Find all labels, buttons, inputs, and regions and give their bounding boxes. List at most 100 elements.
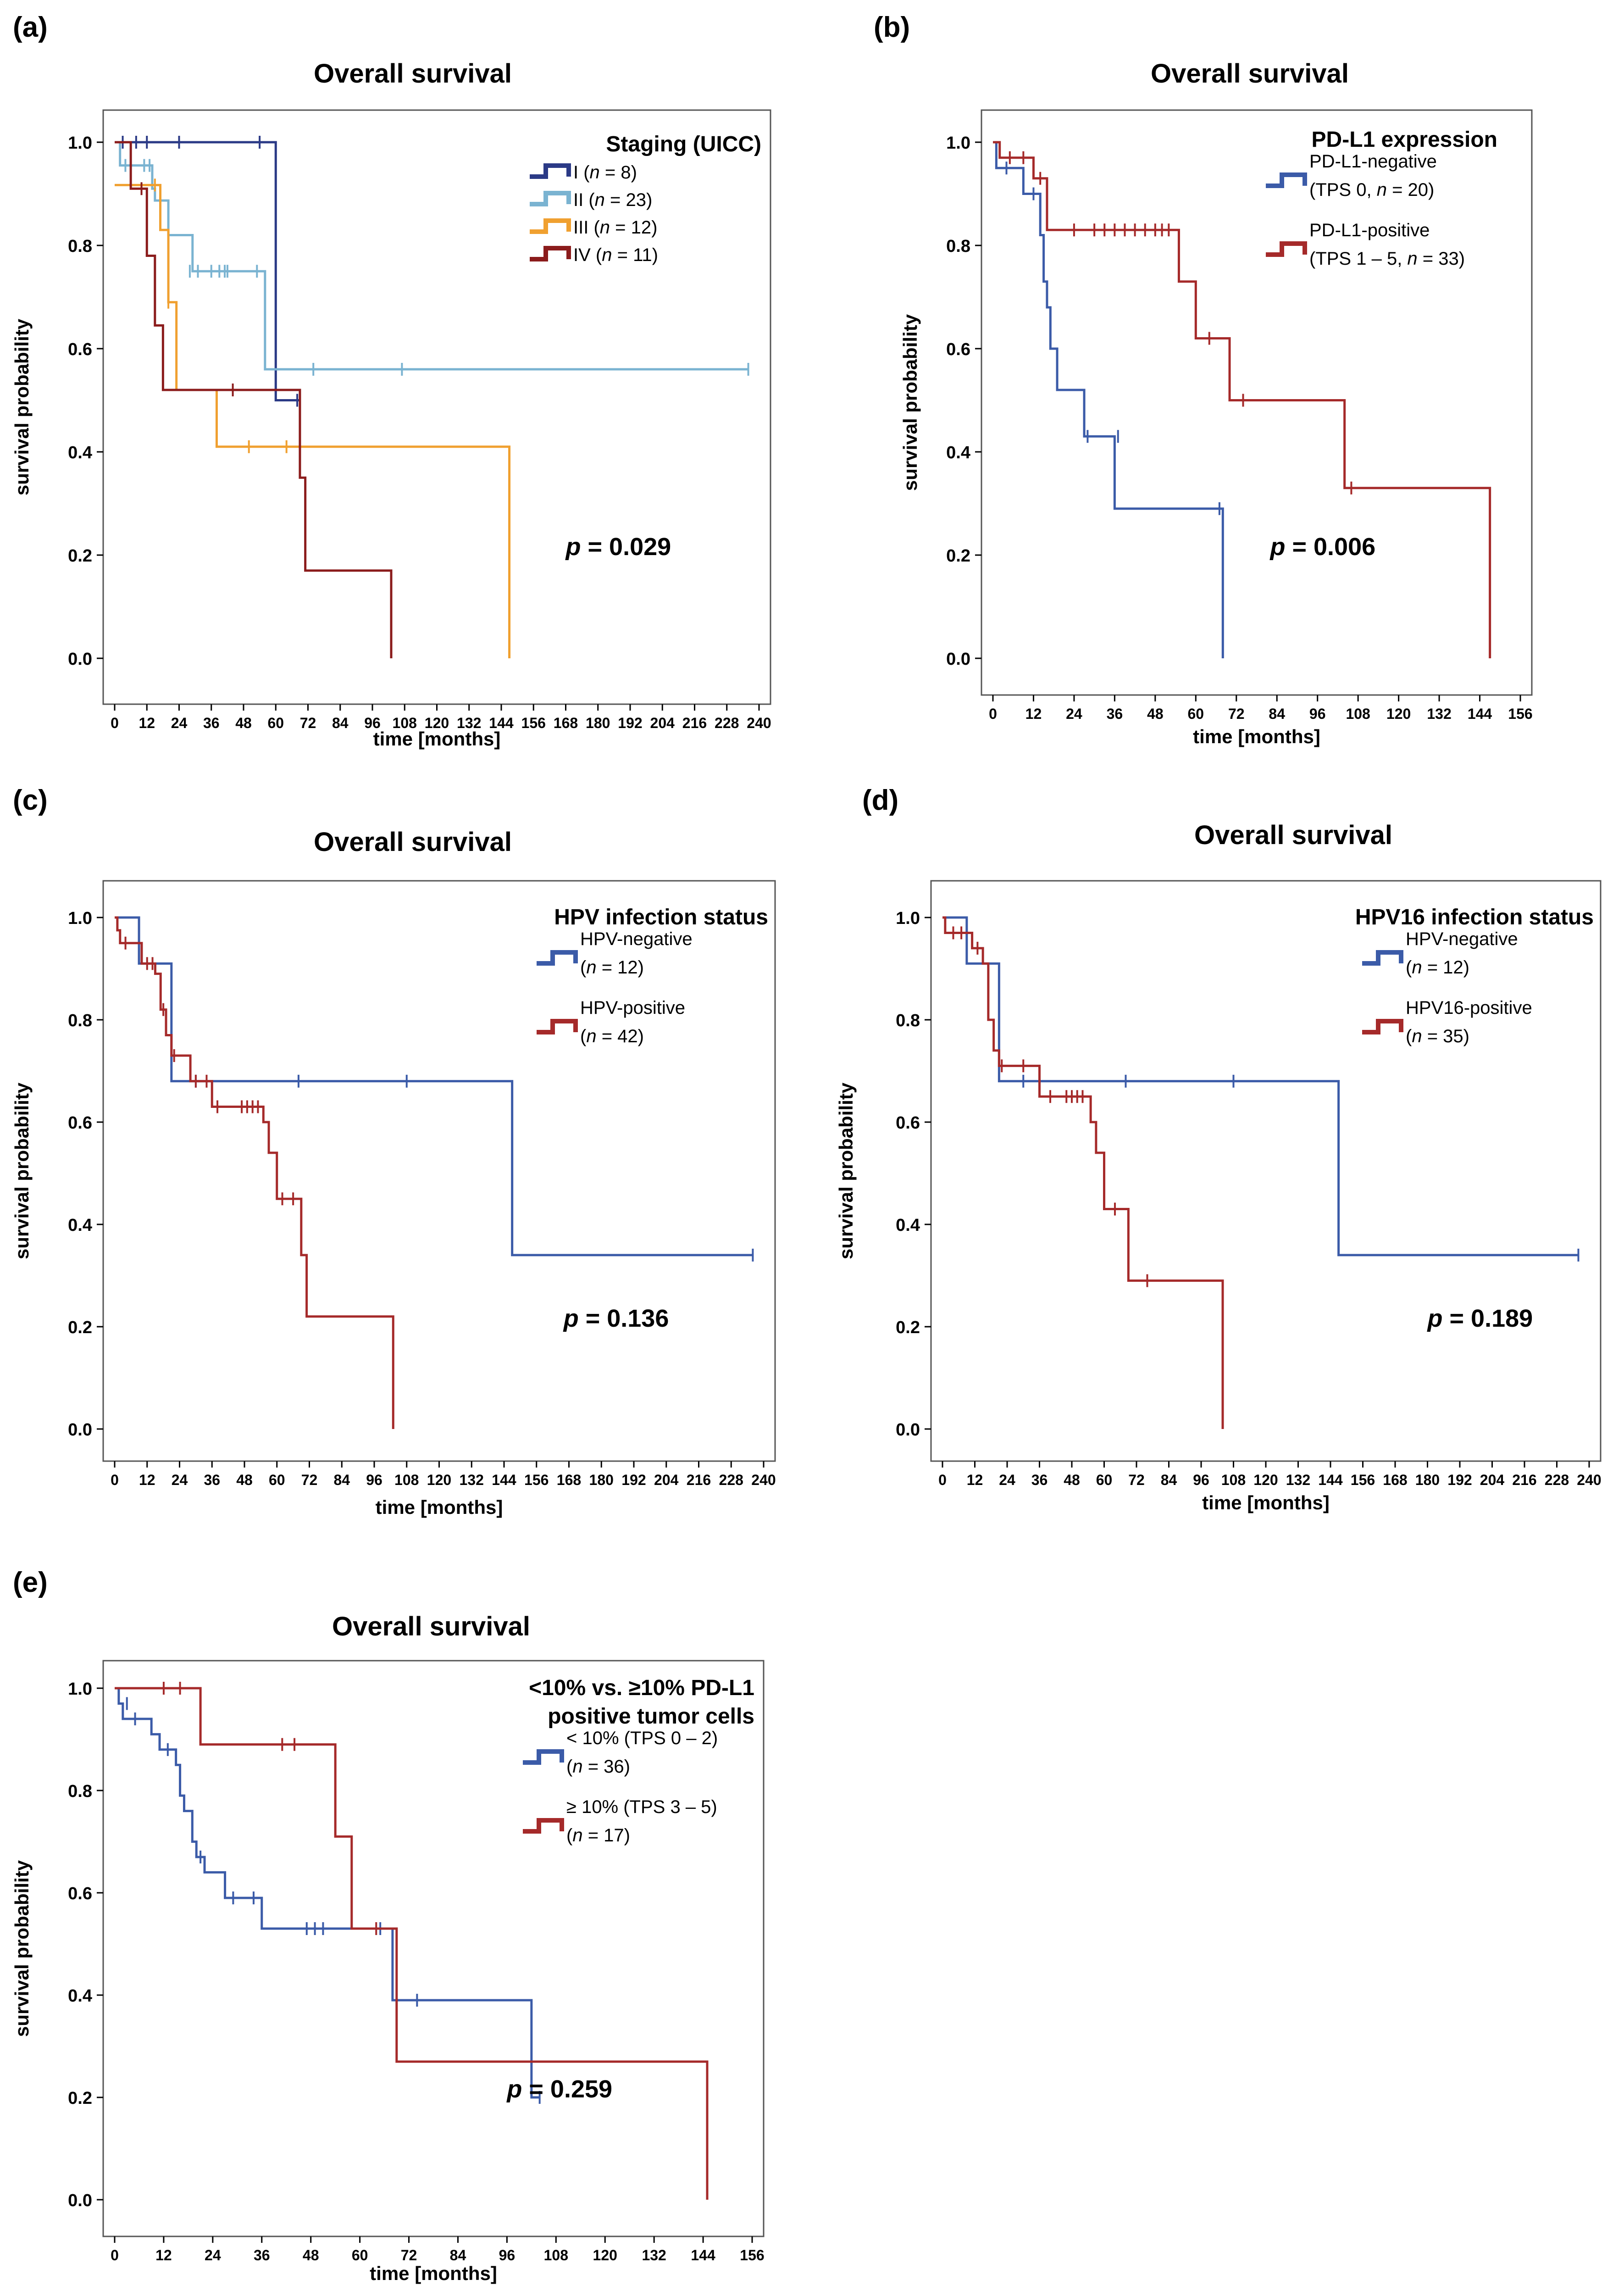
- x-tick-label: 228: [1545, 1472, 1569, 1488]
- y-tick-label: 0.2: [68, 2089, 92, 2108]
- x-tick-label: 48: [1064, 1472, 1080, 1488]
- x-tick-label: 240: [1577, 1472, 1601, 1488]
- x-tick-label: 24: [172, 1472, 188, 1488]
- x-tick-label: 36: [1031, 1472, 1048, 1488]
- x-tick-label: 120: [425, 715, 449, 731]
- x-tick-label: 144: [1318, 1472, 1343, 1488]
- legend-title: HPV16 infection status: [1355, 905, 1594, 929]
- x-tick-label: 84: [1161, 1472, 1177, 1488]
- y-axis-label: survival probability: [11, 1082, 33, 1259]
- survival-curve: [115, 184, 511, 658]
- legend: <10% vs. ≥10% PD-L1 positive tumor cells<…: [523, 1676, 754, 1846]
- x-tick-label: 120: [1253, 1472, 1278, 1488]
- legend-entry-label: II (n = 23): [573, 190, 652, 210]
- x-tick-label: 132: [1286, 1472, 1310, 1488]
- x-tick-label: 168: [554, 715, 578, 731]
- y-tick-label: 0.4: [68, 1216, 92, 1235]
- x-tick-label: 60: [267, 715, 284, 731]
- x-tick-label: 96: [1309, 706, 1326, 722]
- x-tick-label: 48: [303, 2247, 319, 2263]
- x-tick-label: 12: [155, 2247, 172, 2263]
- x-tick-label: 108: [393, 715, 417, 731]
- x-tick-label: 156: [740, 2247, 764, 2263]
- legend-entry-label: I (n = 8): [573, 162, 637, 183]
- y-axis-label: survival probability: [11, 318, 33, 495]
- x-tick-label: 96: [1193, 1472, 1209, 1488]
- x-tick-label: 84: [333, 1472, 350, 1488]
- x-tick-label: 132: [642, 2247, 666, 2263]
- y-tick-label: 0.2: [896, 1318, 920, 1337]
- y-tick-label: 0.8: [946, 237, 970, 256]
- legend-entry-label: (TPS 1 – 5, n = 33): [1309, 249, 1465, 269]
- x-tick-label: 96: [499, 2247, 515, 2263]
- p-value-label: p = 0.259: [506, 2075, 612, 2103]
- y-axis-label: survival probability: [899, 314, 921, 491]
- x-tick-label: 72: [301, 1472, 318, 1488]
- x-tick-label: 96: [364, 715, 381, 731]
- legend-title: <10% vs. ≥10% PD-L1: [529, 1676, 754, 1700]
- survival-curve: [942, 916, 1224, 1429]
- x-tick-label: 108: [544, 2247, 568, 2263]
- x-tick-label: 132: [1427, 706, 1451, 722]
- legend-entry-label: (n = 42): [580, 1026, 644, 1046]
- survival-curve: [993, 141, 1224, 658]
- legend-swatch-icon: [530, 163, 571, 179]
- panel-e: (e) Overall survival 0.0 0.2 0.4 0.6 0.8 1.0 0 12…: [11, 1567, 765, 2284]
- x-tick-label: 240: [747, 715, 771, 731]
- x-axis-label: time [months]: [1202, 1492, 1330, 1513]
- x-tick-label: 36: [254, 2247, 270, 2263]
- y-tick-label: 0.8: [68, 1782, 92, 1801]
- x-tick-label: 0: [111, 2247, 119, 2263]
- y-tick-label: 0.4: [896, 1216, 920, 1235]
- panel-d: (d) Overall survival 0.0 0.2 0.4 0.6 0.8 1.0 0 12…: [835, 784, 1602, 1513]
- x-tick-label: 72: [300, 715, 316, 731]
- p-value-label: p = 0.029: [565, 533, 671, 561]
- y-tick-label: 0.8: [68, 237, 92, 256]
- panel-b: (b) Overall survival 0.0 0.2 0.4 0.6 0.8 1.0 0 12…: [874, 11, 1533, 747]
- survival-curve: [115, 916, 394, 1429]
- x-tick-label: 48: [1147, 706, 1164, 722]
- plot-frame: [102, 109, 771, 705]
- legend-swatch-icon: [530, 191, 571, 206]
- y-axis-label: survival probability: [11, 1860, 33, 2037]
- x-tick-label: 216: [682, 715, 707, 731]
- x-tick-label: 12: [139, 1472, 155, 1488]
- x-tick-label: 180: [586, 715, 610, 731]
- legend-title: PD-L1 expression: [1312, 128, 1497, 152]
- y-tick-label: 0.4: [946, 443, 970, 462]
- x-axis-label: time [months]: [373, 728, 501, 750]
- legend-entry-label: IV (n = 11): [573, 245, 658, 265]
- legend-entry-label: HPV16-positive: [1406, 998, 1532, 1018]
- survival-curve: [115, 916, 753, 1257]
- x-tick-label: 72: [1128, 1472, 1145, 1488]
- x-tick-label: 36: [1107, 706, 1123, 722]
- y-tick-label: 0.6: [896, 1113, 920, 1133]
- x-tick-label: 192: [1447, 1472, 1472, 1488]
- x-tick-label: 0: [938, 1472, 947, 1488]
- legend-entry-label: HPV-negative: [580, 929, 693, 949]
- x-tick-label: 132: [457, 715, 481, 731]
- x-tick-label: 144: [492, 1472, 516, 1488]
- y-tick-label: 1.0: [68, 909, 92, 928]
- legend-swatch-icon: [530, 246, 571, 261]
- y-tick-label: 0.6: [68, 1884, 92, 1903]
- chart-title: Overall survival: [332, 1612, 530, 1641]
- y-tick-label: 0.0: [68, 650, 92, 669]
- y-tick-label: 0.6: [946, 340, 970, 359]
- y-tick-label: 0.2: [68, 1318, 92, 1337]
- survival-curve: [115, 141, 393, 658]
- legend-swatch-icon: [523, 1818, 564, 1834]
- x-tick-label: 72: [1228, 706, 1245, 722]
- x-tick-label: 36: [204, 1472, 220, 1488]
- x-tick-label: 156: [521, 715, 546, 731]
- x-tick-label: 180: [589, 1472, 614, 1488]
- x-tick-label: 168: [1383, 1472, 1407, 1488]
- p-value-label: p = 0.006: [1269, 533, 1375, 561]
- legend-entry-label: (n = 12): [1406, 957, 1469, 978]
- y-tick-label: 0.4: [68, 443, 92, 462]
- x-tick-label: 24: [999, 1472, 1015, 1488]
- legend-entry-label: HPV-positive: [580, 998, 685, 1018]
- panel-c: (c) Overall survival 0.0 0.2 0.4 0.6 0.8 1.0 0 12…: [11, 784, 776, 1518]
- x-tick-label: 12: [967, 1472, 983, 1488]
